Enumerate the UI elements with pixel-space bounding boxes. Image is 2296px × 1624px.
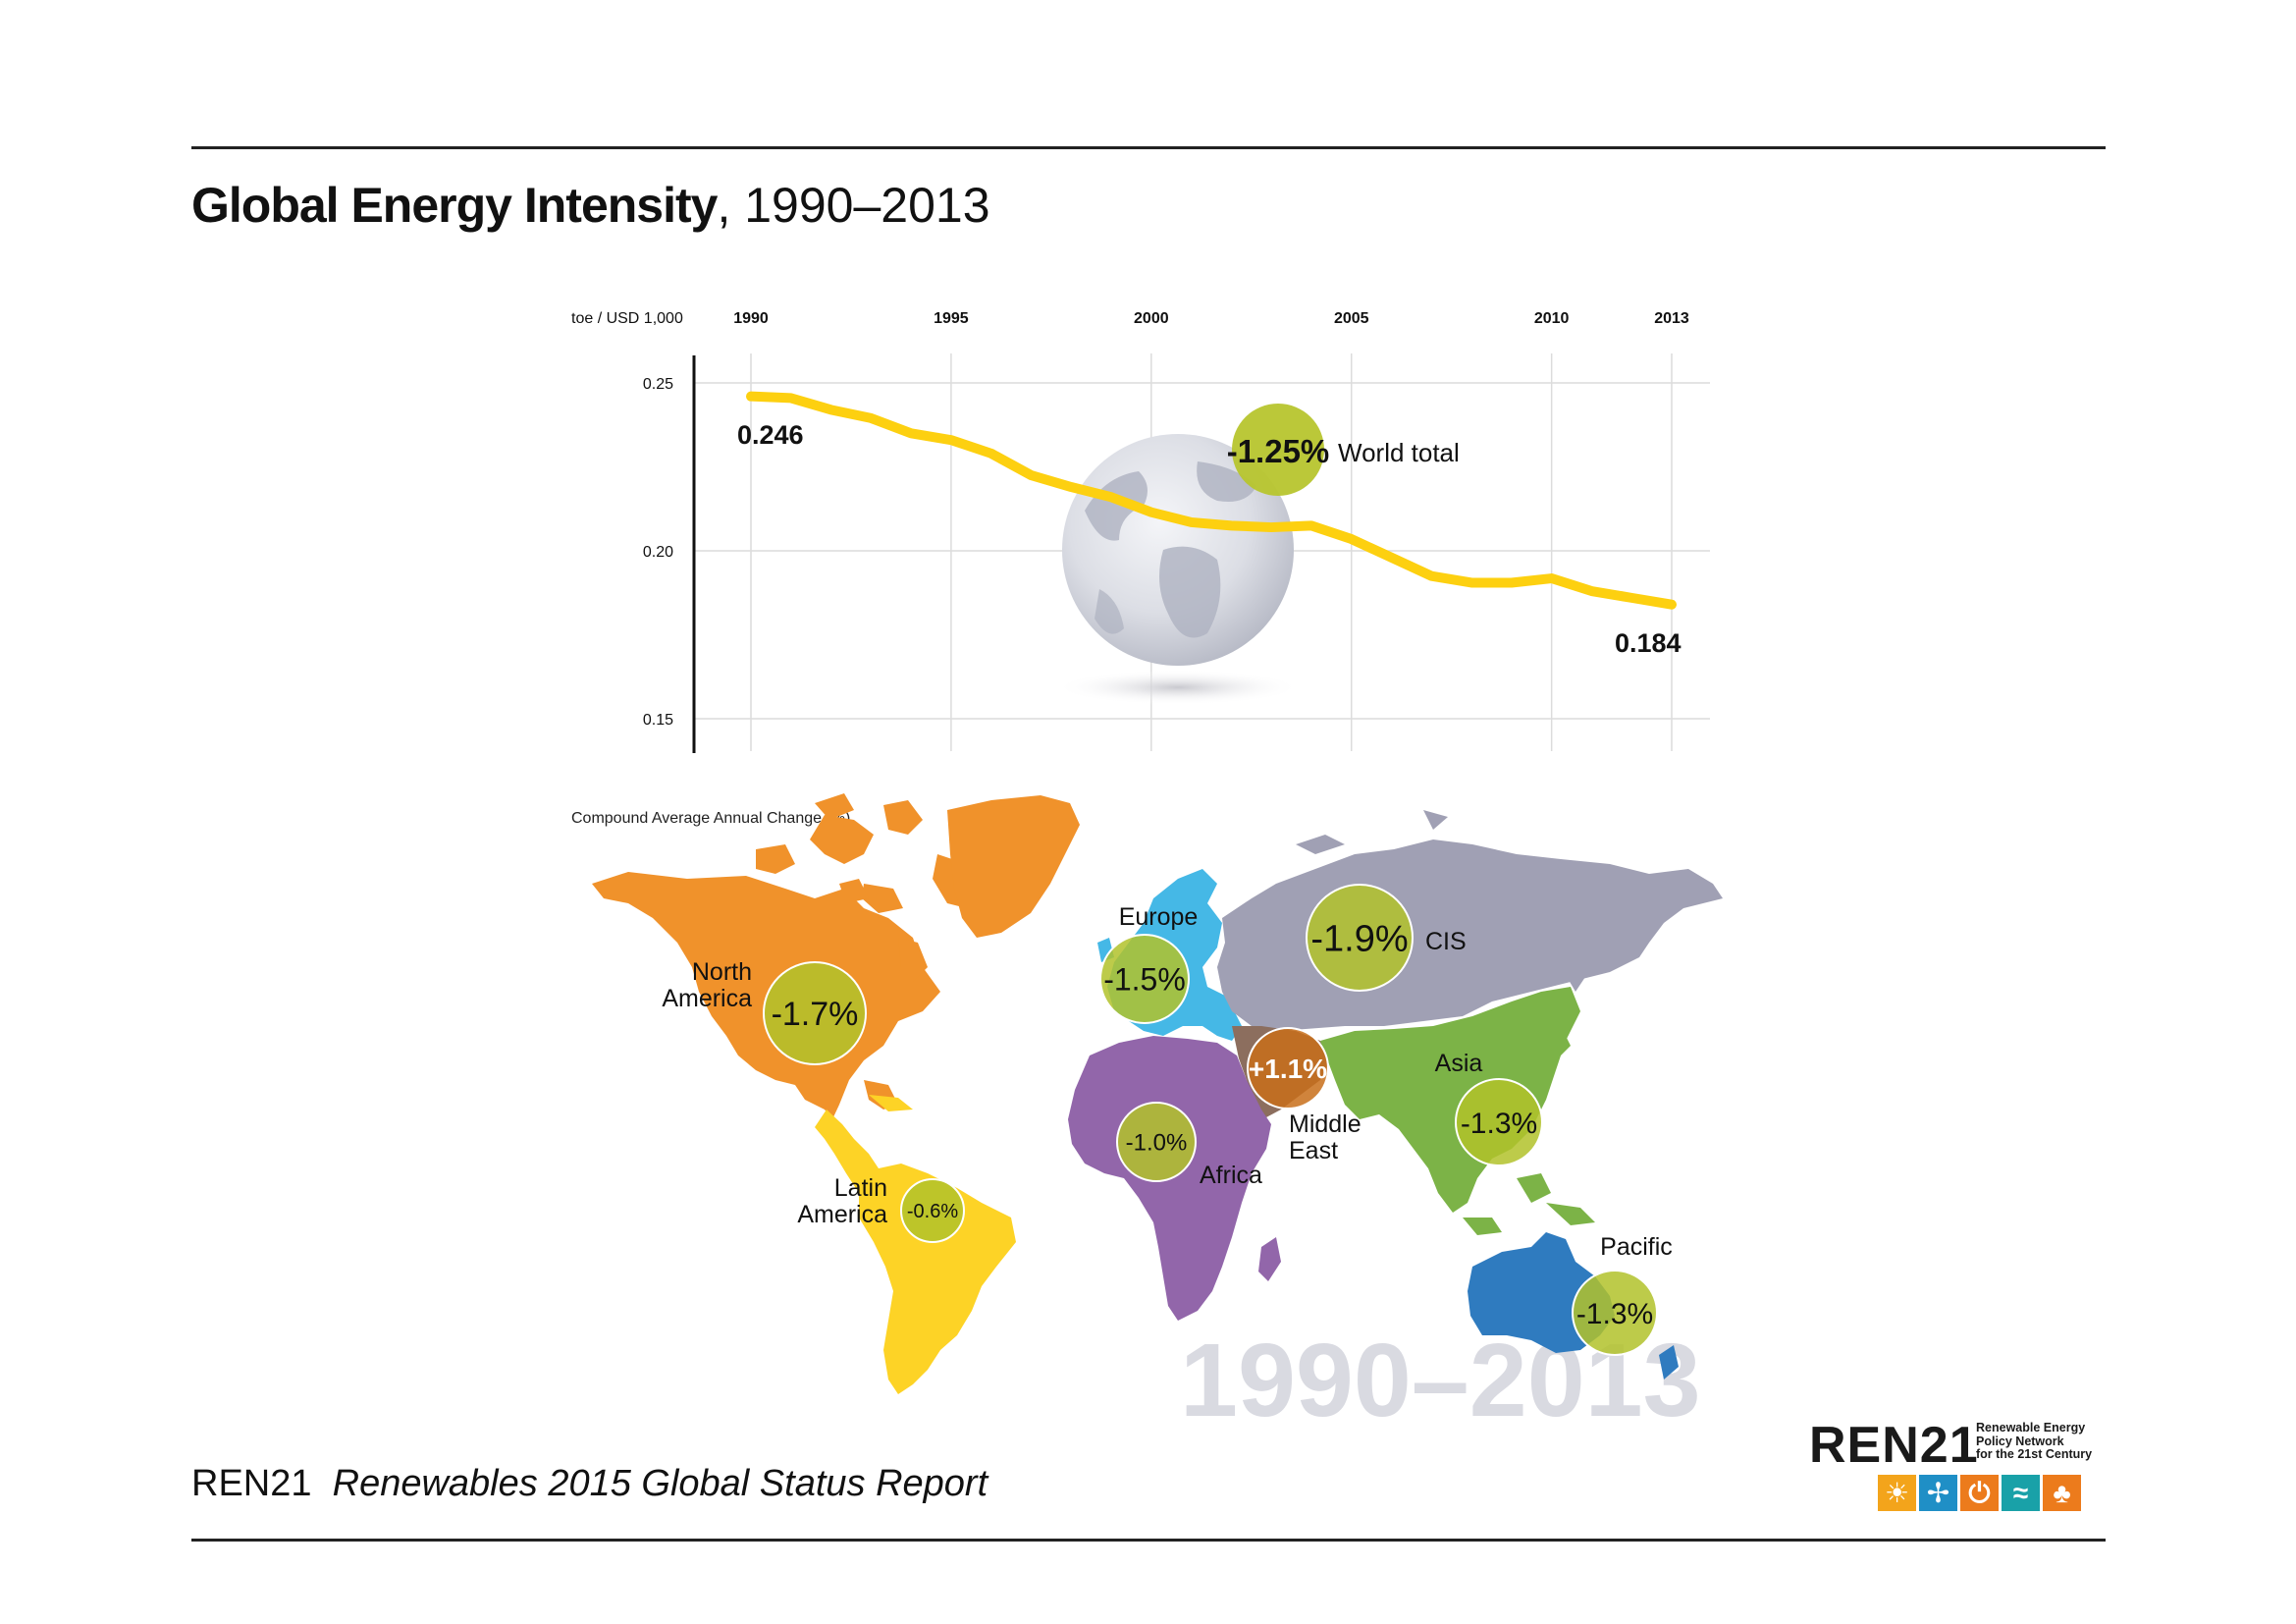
- end-value-label: 0.184: [1615, 628, 1682, 658]
- change-value-pacific: -1.3%: [1576, 1298, 1653, 1330]
- region-label-north-america: North: [692, 958, 752, 986]
- bubble-europe: [1099, 934, 1190, 1024]
- footer-credit: REN21 Renewables 2015 Global Status Repo…: [191, 1463, 988, 1505]
- logo-tagline-line: Policy Network: [1976, 1434, 2064, 1448]
- title-bold: Global Energy Intensity: [191, 178, 718, 233]
- region-label-europe: Europe: [1119, 903, 1199, 931]
- x-tick-label: 1990: [733, 310, 769, 327]
- logo-tagline-line: for the 21st Century: [1976, 1447, 2093, 1461]
- title-rest: , 1990–2013: [717, 178, 990, 233]
- change-value-europe: -1.5%: [1103, 962, 1186, 998]
- world-total-label: World total: [1338, 438, 1460, 467]
- region-label-africa: Africa: [1200, 1162, 1262, 1189]
- ren21-logo: REN21 Renewable Energy Policy Network fo…: [1809, 1417, 2104, 1511]
- bubble-middle-east: [1247, 1027, 1329, 1110]
- footer-org: REN21: [191, 1463, 312, 1504]
- region-label-latin-america: America: [797, 1201, 887, 1228]
- x-tick-label: 2000: [1134, 310, 1169, 327]
- x-tick-label: 2013: [1654, 310, 1689, 327]
- region-label-latin-america: Latin: [834, 1174, 887, 1202]
- start-value-label: 0.246: [737, 420, 804, 450]
- region-label-north-america: America: [662, 985, 752, 1012]
- region-asia: [1320, 987, 1595, 1235]
- change-value-latin-america: -0.6%: [907, 1201, 958, 1222]
- top-rule: [191, 146, 2106, 149]
- bottom-rule: [191, 1539, 2106, 1542]
- region-latin-america: [815, 1095, 1016, 1394]
- bubble-pacific: [1572, 1270, 1658, 1356]
- world-total-bubble: -1.25% World total: [1227, 404, 1460, 496]
- logo-wordmark: REN21: [1809, 1417, 1979, 1474]
- region-cis: [1217, 810, 1723, 1031]
- region-label-middle-east: East: [1289, 1137, 1338, 1164]
- change-value-north-america: -1.7%: [772, 996, 859, 1033]
- globe-illustration: [1055, 434, 1301, 705]
- map-caption: Compound Average Annual Change (%): [571, 810, 850, 827]
- wind-turbine-icon: ✢: [1919, 1475, 1957, 1511]
- bubble-latin-america: [900, 1178, 965, 1243]
- region-label-pacific: Pacific: [1600, 1233, 1673, 1261]
- region-label-middle-east: Middle: [1289, 1110, 1362, 1138]
- region-label-cis: CIS: [1425, 928, 1467, 955]
- change-value-asia: -1.3%: [1461, 1108, 1537, 1140]
- x-tick-label: 2010: [1534, 310, 1570, 327]
- bubble-cis: [1306, 884, 1414, 992]
- power-icon: ⏻: [1960, 1475, 1999, 1511]
- region-label-asia: Asia: [1435, 1050, 1483, 1077]
- change-value-africa: -1.0%: [1126, 1130, 1188, 1157]
- wave-icon: ≈: [2002, 1475, 2040, 1511]
- x-tick-label: 1995: [934, 310, 969, 327]
- y-unit-label: toe / USD 1,000: [571, 310, 683, 327]
- logo-tagline: Renewable Energy Policy Network for the …: [1976, 1421, 2104, 1462]
- footer-report: Renewables 2015 Global Status Report: [332, 1463, 988, 1504]
- change-value-cis: -1.9%: [1310, 919, 1408, 960]
- change-value-middle-east: +1.1%: [1249, 1054, 1327, 1084]
- sun-icon: ☀: [1878, 1475, 1916, 1511]
- series-line-world-total: [746, 391, 1677, 610]
- bubble-north-america: [763, 961, 867, 1065]
- bubble-africa: [1116, 1102, 1197, 1182]
- world-total-value: -1.25%: [1227, 433, 1330, 469]
- logo-tagline-line: Renewable Energy: [1976, 1421, 2086, 1435]
- y-tick-label: 0.20: [643, 544, 673, 561]
- logo-icon-row: ☀ ✢ ⏻ ≈ ♣: [1878, 1475, 2081, 1511]
- x-tick-label: 2005: [1334, 310, 1369, 327]
- page-title: Global Energy Intensity, 1990–2013: [191, 177, 990, 234]
- leaf-icon: ♣: [2043, 1475, 2081, 1511]
- region-north-america: [592, 793, 1080, 1119]
- bubble-asia: [1455, 1078, 1543, 1166]
- y-tick-label: 0.15: [643, 712, 673, 729]
- y-tick-label: 0.25: [643, 376, 673, 393]
